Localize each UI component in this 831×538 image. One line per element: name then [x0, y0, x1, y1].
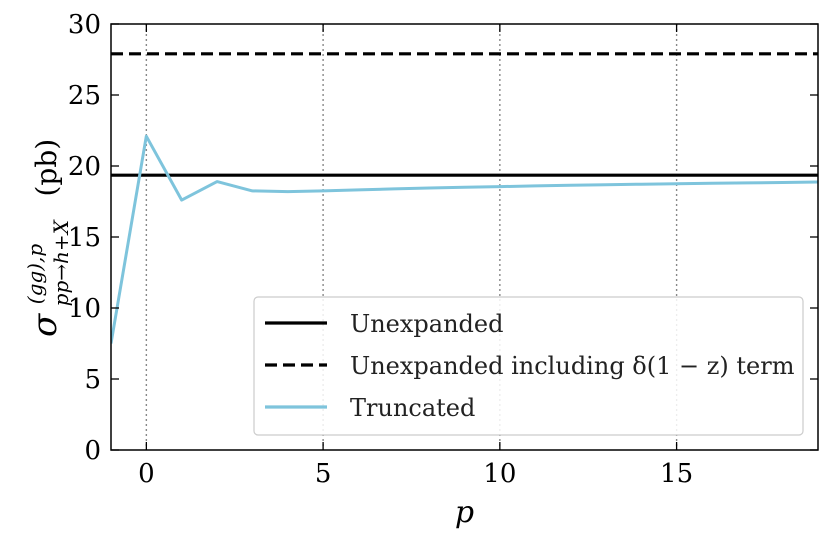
y-axis-unit: (pb): [30, 139, 63, 197]
legend: Unexpanded Unexpanded including δ(1 − z) …: [253, 296, 804, 436]
y-axis-label: σ (gg),p pp→h+X (pb): [15, 139, 76, 337]
y-tick-label-5: 5: [84, 365, 101, 395]
x-tick-label-10: 10: [483, 459, 516, 489]
y-axis-superscript: (gg),p: [23, 244, 47, 305]
y-tick-label-10: 10: [68, 294, 101, 324]
x-tick-label-15: 15: [660, 459, 693, 489]
y-tick-label-30: 30: [68, 10, 101, 40]
x-tick-label-0: 0: [138, 459, 155, 489]
legend-entry-3: Truncated: [265, 394, 475, 422]
series-line-3: [111, 134, 818, 344]
legend-label-3: Truncated: [350, 394, 475, 422]
tick-labels: 0 5 10 15 0 5 10 15 20 25 30: [68, 10, 693, 489]
legend-entry-2: Unexpanded including δ(1 − z) term: [265, 352, 795, 380]
svg-text:σ (gg),p pp→h+X: σ (gg),p pp→h+X (pb): [15, 139, 76, 337]
y-tick-label-0: 0: [84, 436, 101, 466]
x-axis-label: p: [455, 495, 474, 530]
y-tick-label-20: 20: [68, 152, 101, 182]
series-layer: [111, 52, 818, 344]
legend-entry-1: Unexpanded: [265, 310, 503, 338]
legend-box: [253, 296, 804, 436]
x-tick-label-5: 5: [315, 459, 332, 489]
axis-ticks: [111, 23, 818, 451]
y-tick-label-25: 25: [68, 81, 101, 111]
y-axis-subscript: pp→h+X: [49, 219, 73, 306]
y-tick-label-15: 15: [68, 223, 101, 253]
legend-label-1: Unexpanded: [350, 310, 503, 338]
y-axis-symbol: σ: [25, 313, 65, 337]
legend-label-2: Unexpanded including δ(1 − z) term: [350, 352, 795, 380]
